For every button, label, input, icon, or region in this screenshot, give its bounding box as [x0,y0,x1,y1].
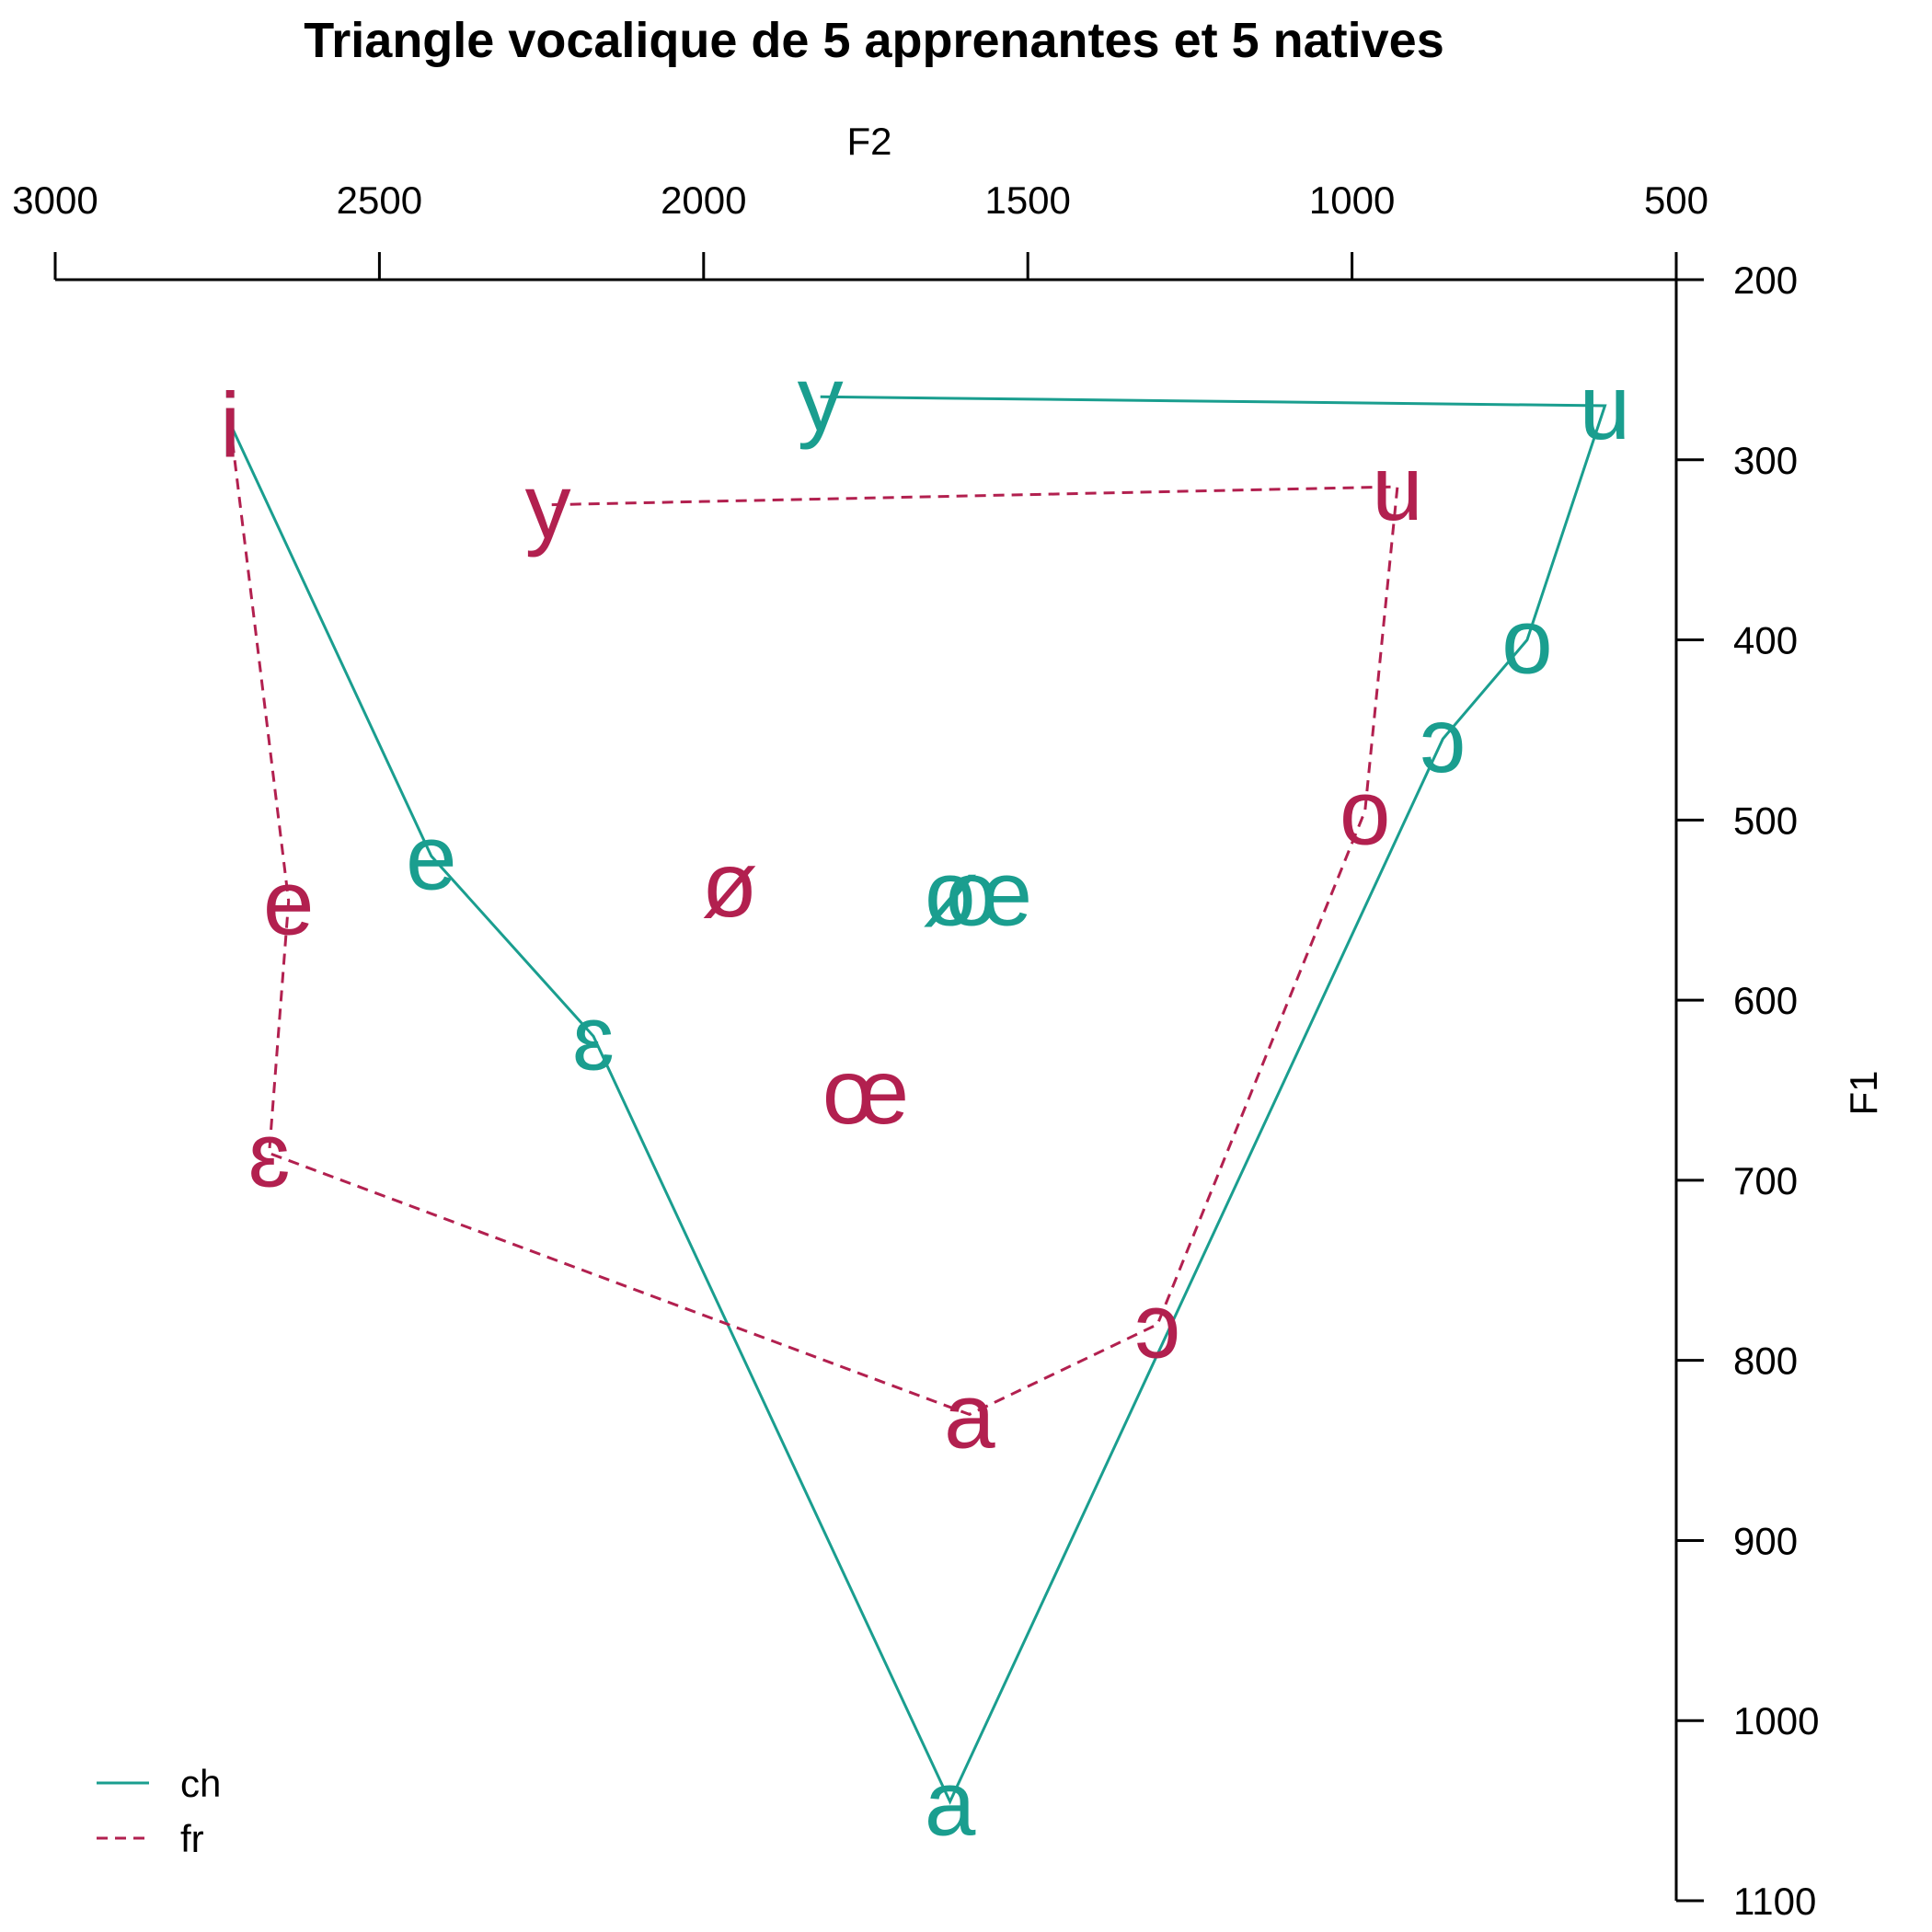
vowel-point-ch: a [925,1752,976,1855]
series-line-ch [228,395,1607,1805]
x-tick-label: 1000 [1309,178,1395,222]
y-tick-label: 900 [1733,1519,1798,1562]
vowel-point-fr: ɛ [248,1104,291,1207]
vowel-point-ch: y [798,347,844,450]
vowel-point-fr: o [1340,762,1391,865]
y-tick-label: 500 [1733,799,1798,842]
vowel-point-ch: u [1580,356,1631,459]
y-axis: 200 300 400 500 600 700 800 900 1000 1100 [1674,252,1819,1923]
y-tick-label: 800 [1733,1340,1798,1383]
y-axis-label: F1 [1842,1070,1885,1115]
x-axis-label: F2 [846,120,891,163]
vowel-point-ch: ø [922,843,978,946]
vowel-point-ch: e [406,806,457,909]
x-axis: 3000 2500 2000 1500 1000 500 [12,178,1708,282]
legend-label-ch: ch [180,1762,221,1805]
vowel-point-fr: œ [822,1041,909,1144]
y-tick-label: 1100 [1733,1880,1816,1923]
vowel-point-fr: ø [701,834,757,937]
series-lines [228,395,1607,1805]
y-tick-label: 1000 [1733,1699,1819,1742]
vowel-point-fr: a [944,1364,995,1467]
y-tick-label: 200 [1733,259,1798,302]
x-tick-label: 1500 [984,178,1070,222]
vowel-point-fr: u [1372,437,1423,540]
x-tick-label: 2500 [337,178,422,222]
x-tick-label: 3000 [12,178,98,222]
vowel-point-ch: ɔ [1420,689,1466,792]
vowel-point-fr: i [220,374,240,477]
vowel-point-ch: œ [946,843,1032,946]
y-tick-label: 400 [1733,619,1798,662]
y-tick-label: 300 [1733,439,1798,482]
chart-title: Triangle vocalique de 5 apprenantes et 5… [304,13,1443,68]
legend-label-fr: fr [180,1817,204,1860]
vowel-point-fr: y [525,455,571,558]
vowel-point-ch: o [1501,591,1553,694]
vowel-point-ch: ɛ [572,986,615,1089]
x-tick-label: 500 [1644,178,1708,222]
vowel-point-fr: e [263,851,315,954]
series-line-fr [228,423,1399,1417]
y-tick-label: 600 [1733,979,1798,1022]
legend: ch fr [97,1762,221,1860]
x-tick-label: 2000 [661,178,746,222]
vowel-point-ch: i [220,374,240,477]
y-tick-label: 700 [1733,1159,1798,1202]
vowel-point-fr: ɔ [1134,1275,1180,1378]
